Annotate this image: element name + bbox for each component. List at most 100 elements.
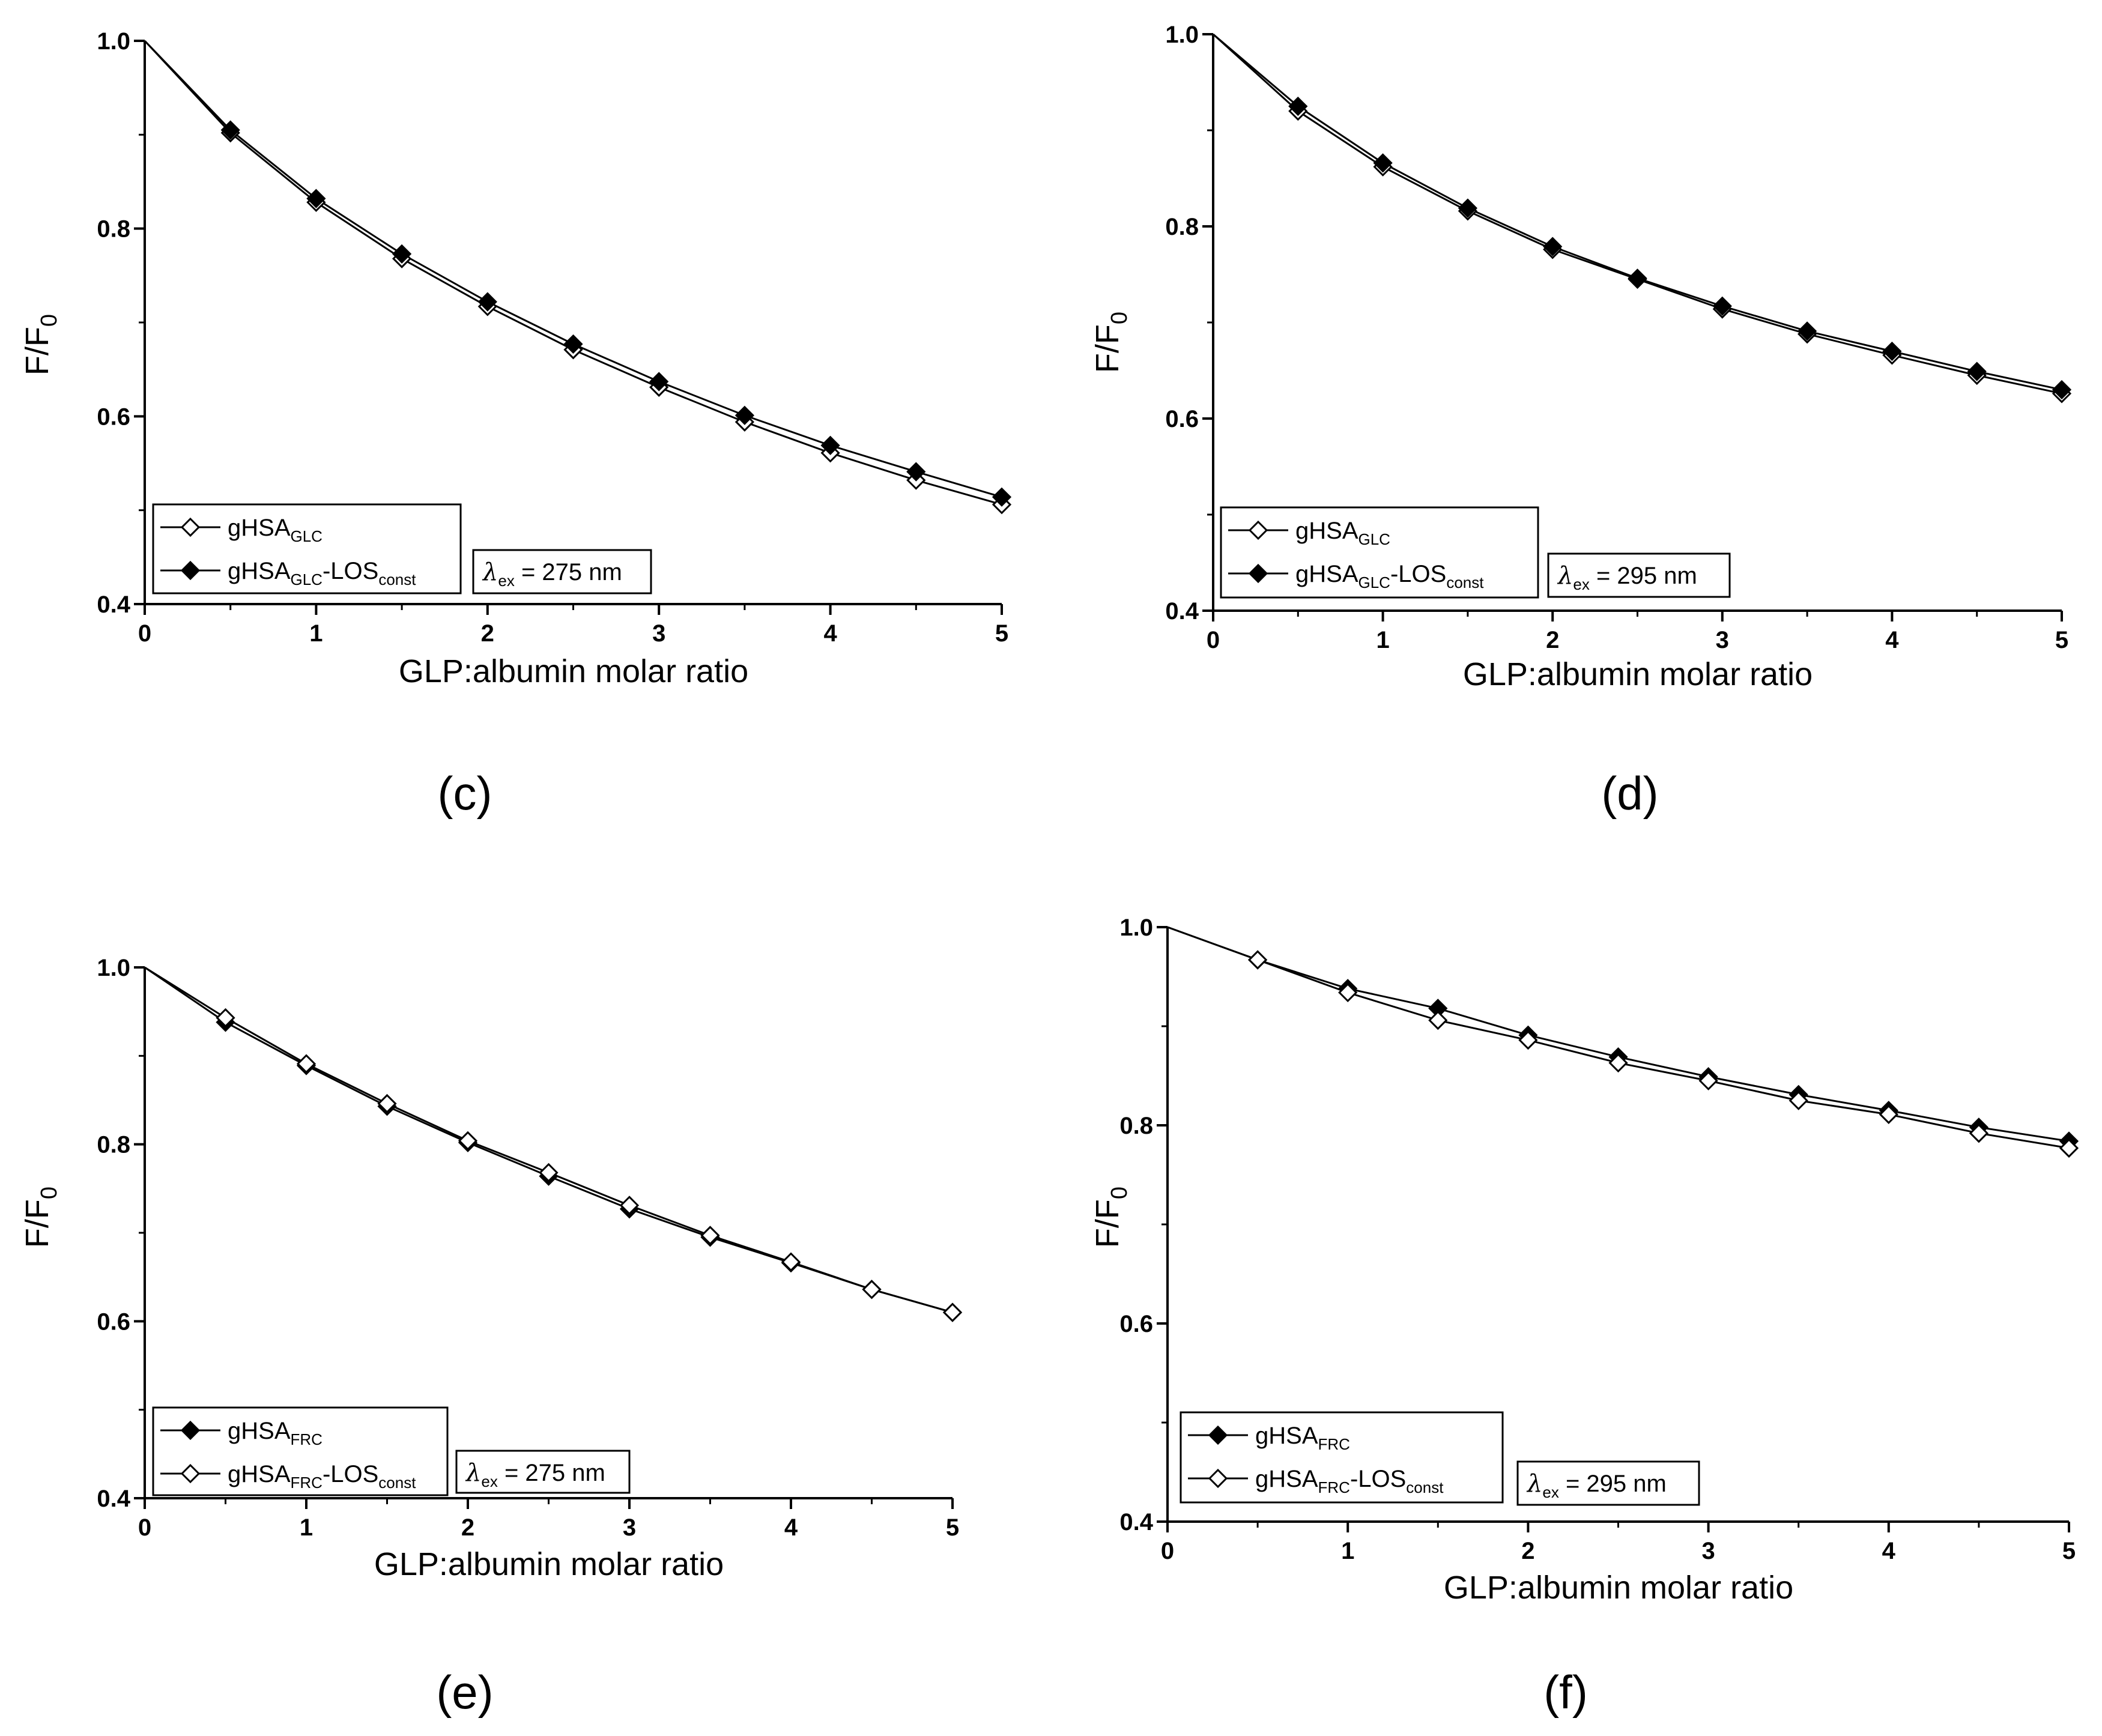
- x-tick-label: 1: [300, 1514, 313, 1541]
- annotation-frame: [472, 549, 652, 594]
- data-point-series-2: [700, 1226, 720, 1245]
- y-tick-label: 0.4: [97, 1486, 130, 1512]
- legend: gHSAFRC gHSAFRC-LOSconst: [152, 1406, 449, 1496]
- legend-entry-suffix: -LOS: [323, 1461, 378, 1487]
- data-point-series-2: [1712, 296, 1732, 316]
- data-point-series-2: [1518, 1030, 1538, 1050]
- legend-entry-subscript: GLC: [291, 527, 323, 545]
- x-tick-label: 1: [1376, 627, 1389, 653]
- y-tick-label: 0.4: [97, 591, 130, 618]
- chart-panel-f: 0 1 2 3 4 5 0.4 0.6 0.8 1.0 GLP:albumin molar rati…: [1089, 915, 2079, 1719]
- data-point-series-2: [1288, 96, 1308, 116]
- data-point-series-2: [1373, 153, 1393, 173]
- data-point-series-2: [1458, 198, 1478, 218]
- y-axis-label-subscript: 0: [37, 314, 62, 327]
- data-point-series-2: [1428, 1010, 1448, 1030]
- chart-panel-d: 0 1 2 3 4 5 0.4 0.6 0.8 1.0 GLP:albumin molar rati…: [1089, 22, 2072, 820]
- legend-frame: [1180, 1411, 1504, 1504]
- legend-entry-2: gHSAGLC-LOSconst: [228, 558, 416, 588]
- data-point-series-2: [992, 487, 1012, 507]
- legend-entry-2: gHSAGLC-LOSconst: [1295, 561, 1484, 591]
- y-tick-label: 0.6: [1119, 1311, 1153, 1337]
- x-tick-label: 5: [946, 1514, 959, 1541]
- legend-entry-suffix-subscript: const: [1446, 573, 1484, 591]
- annotation-subscript: ex: [498, 572, 514, 590]
- x-tick-label: 5: [2062, 1538, 2076, 1564]
- y-tick-label: 1.0: [1119, 915, 1153, 941]
- x-tick-label: 0: [138, 1514, 151, 1541]
- data-point-series-2: [781, 1252, 801, 1272]
- data-point-series-2: [1628, 268, 1647, 288]
- excitation-annotation: λex = 275 nm: [472, 549, 652, 594]
- x-tick-label: 5: [2055, 627, 2068, 653]
- legend-entry-name: gHSA: [1295, 518, 1358, 544]
- legend-entry-subscript: FRC: [1318, 1435, 1350, 1453]
- x-tick-label: 2: [1521, 1538, 1534, 1564]
- x-axis-label: GLP:albumin molar ratio: [1444, 1570, 1793, 1606]
- annotation-text: λex = 275 nm: [465, 1459, 605, 1490]
- annotation-frame: [1516, 1460, 1700, 1506]
- x-tick-label: 4: [784, 1514, 798, 1541]
- legend-entry-subscript: GLC: [1358, 530, 1390, 548]
- data-point-series-2: [2059, 1138, 2079, 1158]
- y-axis-label: F/F0: [19, 1187, 62, 1248]
- y-tick-label: 0.4: [1119, 1509, 1153, 1535]
- x-tick-label: 0: [1161, 1538, 1174, 1564]
- y-axis-label-main: F/F: [19, 1199, 55, 1248]
- legend-entry-2: gHSAFRC-LOSconst: [1255, 1466, 1444, 1496]
- data-point-series-2: [942, 1302, 963, 1322]
- annotation-lambda: λ: [465, 1459, 481, 1487]
- data-point-series-2: [2052, 380, 2072, 400]
- panel-label: (d): [1601, 767, 1658, 820]
- legend-marker-1: [1248, 520, 1268, 540]
- data-point-series-2: [1338, 982, 1358, 1003]
- data-point-series-2: [458, 1131, 478, 1151]
- legend-marker-1: [180, 517, 201, 537]
- legend-entry-name: gHSA: [228, 515, 291, 541]
- annotation-subscript: ex: [1542, 1483, 1558, 1501]
- x-tick-label: 3: [1701, 1538, 1715, 1564]
- legend: gHSAGLC gHSAGLC-LOSconst: [1220, 506, 1539, 599]
- y-axis-label-subscript: 0: [1107, 1187, 1132, 1199]
- annotation-lambda: λ: [1557, 562, 1573, 590]
- y-axis-label-subscript: 0: [37, 1187, 62, 1199]
- legend-entry-2: gHSAFRC-LOSconst: [228, 1461, 416, 1492]
- annotation-subscript: ex: [481, 1472, 497, 1490]
- x-tick-label: 3: [623, 1514, 636, 1541]
- annotation-text: λex = 295 nm: [1557, 562, 1697, 593]
- x-tick-label: 2: [1546, 627, 1559, 653]
- data-point-series-2: [1797, 321, 1817, 341]
- y-axis-label: F/F0: [1089, 312, 1132, 373]
- excitation-annotation: λex = 275 nm: [455, 1450, 631, 1494]
- data-point-series-2: [862, 1280, 882, 1299]
- data-point-series-2: [1543, 237, 1563, 256]
- x-tick-label: 0: [138, 620, 151, 647]
- legend-entry-suffix: -LOS: [323, 558, 378, 584]
- y-tick-label: 1.0: [97, 955, 130, 981]
- data-point-series-2: [1967, 361, 1987, 381]
- legend-entry-name: gHSA: [228, 558, 291, 584]
- x-tick-label: 1: [309, 620, 323, 647]
- legend-marker-1: [180, 1420, 201, 1441]
- legend-marker-2: [180, 560, 201, 581]
- x-tick-label: 3: [1716, 627, 1729, 653]
- annotation-lambda: λ: [482, 558, 498, 586]
- y-tick-label: 0.8: [1119, 1113, 1153, 1139]
- y-tick-label: 0.4: [1165, 598, 1199, 625]
- chart-panel-e: 0 1 2 3 4 5 0.4 0.6 0.8 1.0 GLP:albumin molar rati…: [19, 955, 963, 1719]
- y-tick-label: 0.8: [1165, 214, 1199, 240]
- x-tick-label: 5: [995, 620, 1008, 647]
- legend-entry-suffix: -LOS: [1350, 1466, 1406, 1492]
- data-point-series-2: [306, 189, 326, 208]
- x-tick-label: 2: [461, 1514, 474, 1541]
- data-point-series-2: [220, 120, 240, 140]
- legend: gHSAGLC gHSAGLC-LOSconst: [152, 503, 462, 594]
- data-point-series-2: [1608, 1053, 1628, 1073]
- legend-frame: [152, 1406, 449, 1496]
- legend-entry-subscript: FRC: [291, 1430, 323, 1448]
- legend-entry-name: gHSA: [228, 1418, 291, 1444]
- excitation-annotation: λex = 295 nm: [1516, 1460, 1700, 1506]
- data-point-series-2: [296, 1054, 317, 1074]
